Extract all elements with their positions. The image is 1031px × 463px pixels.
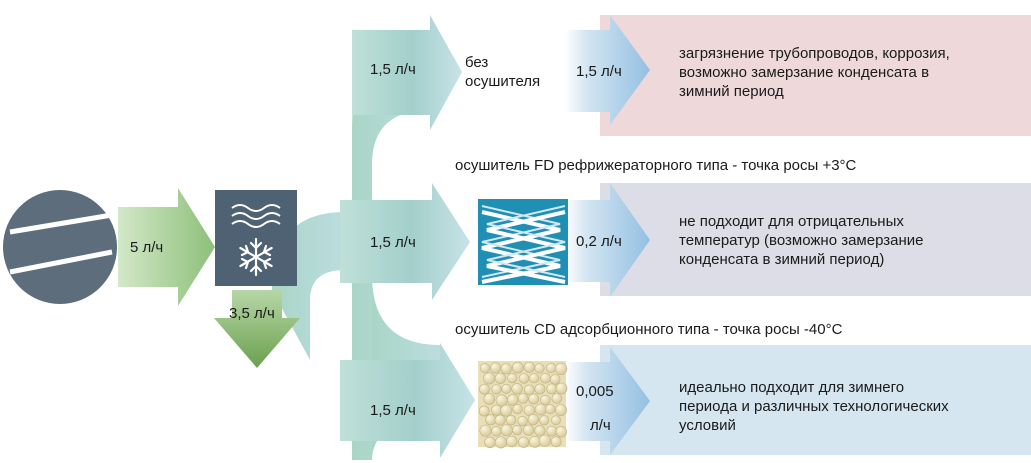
row1-output-flow: 1,5 л/ч (576, 63, 622, 80)
adsorbent-bead (523, 361, 535, 373)
adsorbent-bead (551, 393, 563, 404)
adsorbent-bead (494, 414, 506, 426)
adsorbent-bead (555, 382, 568, 395)
band-fd-dryer (600, 183, 1031, 296)
adsorbent-bead (534, 403, 547, 416)
adsorbent-bead (479, 363, 490, 374)
row1-result: загрязнение трубопроводов, коррозия, воз… (679, 44, 950, 101)
row2-result-line: температур (возможно замерзание (679, 232, 924, 249)
compressor-outflow-arrow (118, 188, 215, 306)
adsorbent-bead (546, 383, 558, 395)
adsorbent-bead (527, 413, 539, 426)
adsorbent-bead (534, 425, 546, 437)
fd-dryer-title: осушитель FD рефрижераторного типа - точ… (455, 157, 857, 174)
adsorbent-bead (495, 394, 508, 407)
adsorbent-bead (485, 414, 497, 426)
adsorbent-bead (491, 384, 502, 395)
adsorbent-beads-icon (478, 361, 568, 449)
adsorbent-bead (500, 363, 512, 375)
row2-result-line: не подходит для отрицательных (679, 213, 904, 230)
row2-result-line: конденсата в зимний период) (679, 251, 885, 268)
adsorbent-bead (511, 361, 524, 374)
air-snowflake-icon (215, 190, 297, 286)
adsorbent-bead (483, 372, 496, 385)
adsorbent-bead (507, 394, 519, 406)
adsorbent-bead (534, 383, 546, 395)
row3-output-flow: 0,005 (576, 383, 614, 400)
adsorbent-bead (491, 426, 502, 437)
adsorbent-bead (507, 373, 518, 384)
adsorbent-bead (555, 404, 567, 416)
adsorbent-bead (518, 373, 530, 384)
adsorbent-bead (505, 415, 517, 426)
adsorbent-bead (517, 393, 529, 404)
adsorbent-bead (512, 425, 523, 436)
adsorbent-bead (540, 394, 551, 406)
adsorbent-bead (489, 362, 501, 374)
compressor-icon (3, 190, 117, 304)
row1-result-line: возможно замерзание конденсата в (679, 64, 930, 81)
adsorbent-bead (523, 384, 535, 396)
adsorbent-bead (479, 424, 492, 437)
row1-input-flow: 1,5 л/ч (370, 61, 416, 78)
adsorbent-bead (517, 436, 530, 448)
adsorbent-bead (511, 383, 523, 395)
row3-result-line: идеально подходит для зимнего (679, 379, 905, 396)
adsorbent-bead (555, 426, 567, 438)
adsorbent-bead (554, 362, 568, 376)
outflow-arrow-1 (565, 15, 650, 125)
adsorbent-bead (500, 404, 513, 417)
outflow-arrow-3 (565, 347, 650, 455)
cd-dryer-title: осушитель CD адсорбционного типа - точка… (455, 321, 843, 338)
band-no-dryer (600, 15, 1031, 136)
adsorbent-bead (540, 372, 551, 384)
row3-result-line: периода и различных технологических (679, 398, 949, 415)
adsorbent-bead (528, 393, 540, 405)
adsorbent-bead (549, 374, 561, 385)
adsorbent-bead (494, 436, 507, 449)
branch-arrow-1 (352, 15, 462, 130)
adsorbent-bead (534, 363, 545, 374)
row3-output-flow-unit: л/ч (590, 417, 611, 434)
compressor-flow-label: 5 л/ч (130, 239, 164, 256)
adsorbent-bead (478, 405, 490, 417)
condensate-down-arrow (214, 290, 300, 368)
branch-arrow-3 (340, 343, 475, 458)
adsorbent-bead (512, 403, 523, 415)
row1-device-label-1: без (465, 54, 489, 71)
adsorbent-bead (551, 415, 561, 426)
adsorbent-bead (517, 416, 528, 427)
row3-input-flow: 1,5 л/ч (370, 402, 416, 419)
row1-result-line: загрязнение трубопроводов, коррозия, (679, 45, 950, 62)
outflow-arrow-2 (565, 183, 650, 297)
adsorbent-bead (506, 435, 518, 448)
adsorbent-bead (545, 362, 557, 374)
adsorbent-bead (522, 424, 535, 436)
row3-result: идеально подходит для зимнего периода и … (679, 378, 949, 435)
row2-input-flow: 1,5 л/ч (370, 234, 416, 251)
row1-result-line: зимний период (679, 83, 784, 100)
adsorbent-bead (494, 372, 507, 384)
adsorbent-bead (546, 425, 558, 437)
adsorbent-bead (500, 424, 513, 437)
row2-output-flow: 0,2 л/ч (576, 233, 622, 250)
adsorbent-bead (501, 383, 512, 394)
adsorbent-bead (545, 404, 556, 415)
adsorbent-bead (550, 436, 562, 448)
band-cd-dryer (600, 345, 1031, 455)
adsorbent-bead (483, 393, 496, 405)
row1-device-label-2: осушителя (465, 73, 541, 90)
branch-arrow-2 (340, 183, 470, 300)
adsorbent-bead (479, 383, 490, 395)
row3-result-line: условий (679, 417, 736, 434)
adsorbent-bead (528, 373, 540, 384)
adsorbent-bead (539, 415, 550, 426)
row2-result: не подходит для отрицательных температур… (679, 212, 924, 269)
adsorbent-bead (538, 434, 552, 447)
adsorbent-bead (484, 436, 496, 448)
zigzag-heat-exchanger-icon (478, 199, 568, 285)
condensate-label: 3,5 л/ч (229, 305, 275, 322)
